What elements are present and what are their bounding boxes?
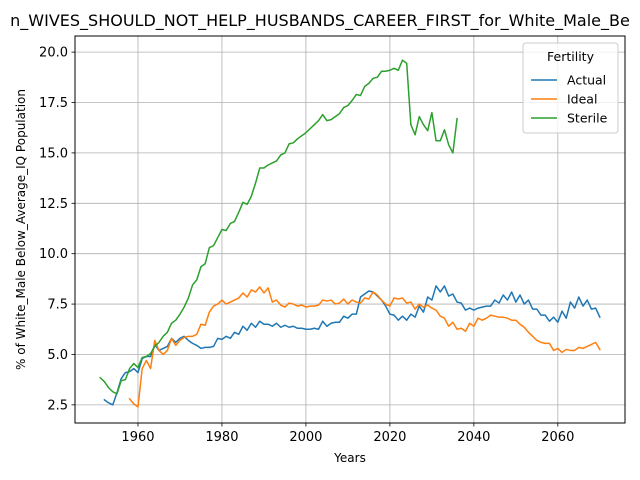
chart-title: n_WIVES_SHOULD_NOT_HELP_HUSBANDS_CAREER_…: [10, 11, 630, 31]
y-axis-label: % of White_Male Below_Average_IQ Populat…: [14, 89, 28, 370]
plot-frame: [74, 35, 626, 424]
x-tick-label: 2000: [289, 430, 322, 445]
legend-title: Fertility: [547, 49, 595, 64]
x-tick-label: 1960: [121, 430, 154, 445]
series-line-actual: [103, 285, 601, 406]
legend-label-actual: Actual: [567, 73, 606, 88]
legend-entries: Actual Ideal Sterile: [531, 73, 608, 126]
y-tick-label: 12.5: [39, 197, 68, 212]
legend-label-sterile: Sterile: [567, 111, 608, 126]
y-tick-label: 5.0: [47, 348, 68, 363]
x-tick-label: 2020: [373, 430, 406, 445]
x-axis-label: Years: [333, 451, 366, 465]
y-tick-label: 15.0: [39, 146, 68, 161]
grid-lines: [75, 36, 625, 423]
y-tick-label: 10.0: [39, 247, 68, 262]
legend-box: [522, 42, 619, 134]
series-line-sterile: [99, 59, 458, 395]
y-tick-label: 20.0: [39, 46, 68, 61]
x-tick-label: 1980: [205, 430, 238, 445]
y-tick-label: 17.5: [39, 96, 68, 111]
series-lines: [99, 59, 601, 408]
y-tick-label: 7.5: [47, 298, 68, 313]
legend: Fertility Actual Ideal Sterile: [522, 42, 619, 134]
series-line-ideal: [128, 286, 601, 408]
x-tick-label: 2060: [541, 430, 574, 445]
legend-label-ideal: Ideal: [567, 92, 597, 107]
y-tick-label: 2.5: [47, 398, 68, 413]
x-tick-label: 2040: [457, 430, 490, 445]
axis-ticks: 1960 1980 2000 2020 2040 2060 2.5 5.0 7.5 10.0 12.…: [39, 46, 574, 445]
